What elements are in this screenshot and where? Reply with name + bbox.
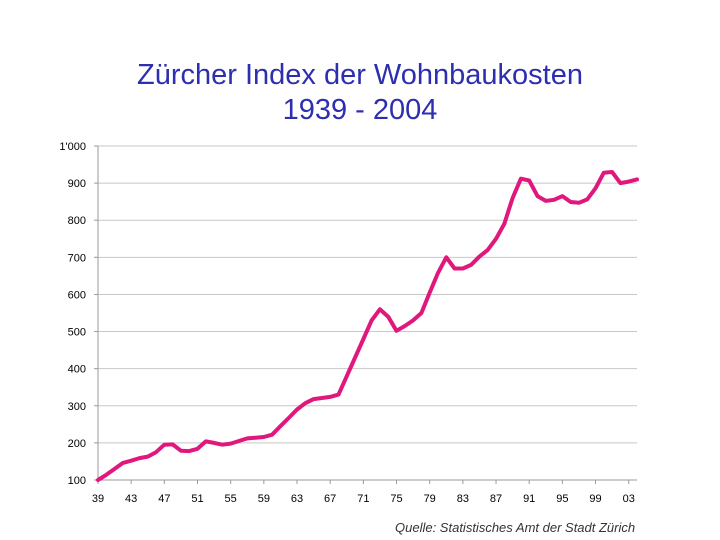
x-tick-label: 03	[623, 493, 635, 505]
source-note: Quelle: Statistisches Amt der Stadt Züri…	[395, 520, 636, 535]
axes	[97, 146, 637, 481]
x-tick-label: 47	[158, 493, 170, 505]
y-tick-label: 800	[68, 215, 86, 227]
series-line	[96, 170, 639, 482]
chart-title: Zürcher Index der Wohnbaukosten 1939 - 2…	[0, 58, 720, 128]
y-tick-label: 1'000	[59, 141, 86, 153]
x-tick-label: 71	[357, 493, 369, 505]
x-tick-label: 83	[457, 493, 469, 505]
chart-title-line-2: 1939 - 2004	[282, 94, 438, 126]
x-tick-label: 63	[291, 493, 303, 505]
y-tick-label: 400	[68, 364, 86, 376]
x-tick-label: 91	[523, 493, 535, 505]
y-tick-label: 900	[68, 178, 86, 190]
series	[96, 170, 639, 482]
y-tick-label: 600	[68, 289, 86, 301]
x-tick-label: 59	[258, 493, 270, 505]
y-tick-label: 700	[68, 252, 86, 264]
x-tick-label: 79	[424, 493, 436, 505]
x-tick-label: 55	[225, 493, 237, 505]
y-tick-label: 100	[68, 475, 86, 487]
x-tick-label: 51	[191, 493, 203, 505]
gridlines	[98, 145, 637, 444]
x-tick-label: 87	[490, 493, 502, 505]
chart-title-line-1: Zürcher Index der Wohnbaukosten	[136, 59, 583, 91]
y-tick-labels: 100 200 300 400 500 600 700 800 900 1'000	[59, 141, 98, 487]
x-tick-label: 95	[556, 493, 568, 505]
y-tick-label: 500	[68, 327, 86, 339]
x-tick-label: 75	[390, 493, 402, 505]
x-tick-label: 67	[324, 493, 336, 505]
y-tick-label: 200	[68, 438, 86, 450]
x-tick-labels: 39 43 47 51 55 59 63 67 71 75 79 83 87 91 95 99 03	[92, 480, 635, 505]
x-tick-label: 99	[589, 493, 601, 505]
x-tick-label: 39	[92, 493, 104, 505]
y-tick-label: 300	[68, 401, 86, 413]
x-tick-label: 43	[125, 493, 137, 505]
